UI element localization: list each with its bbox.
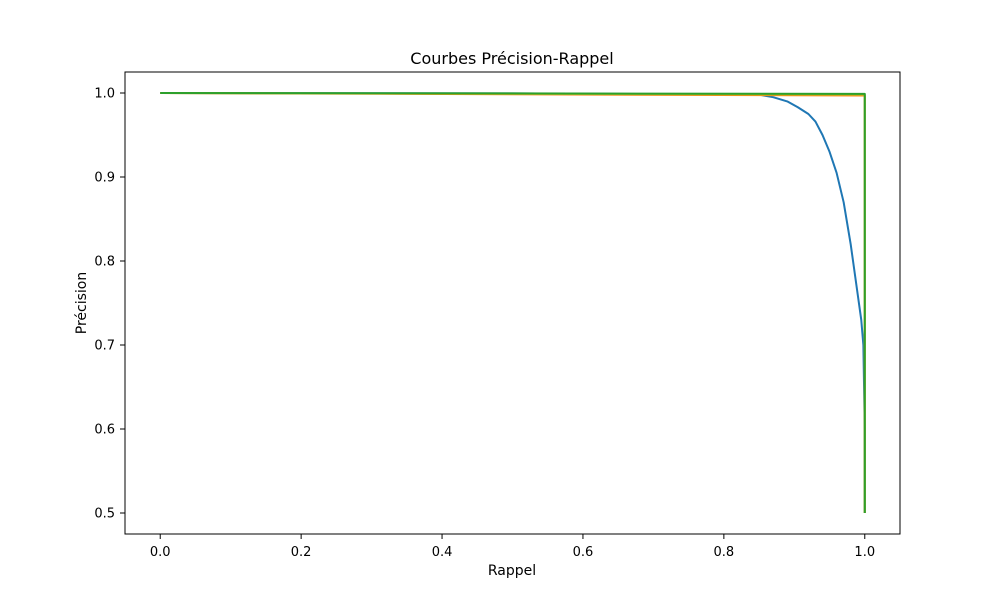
series-line-1 bbox=[160, 92, 866, 513]
x-tick-label: 0.6 bbox=[573, 545, 594, 560]
x-tick-label: 0.2 bbox=[291, 545, 312, 560]
x-axis-ticks: 0.0 0.2 0.4 0.6 0.8 1.0 bbox=[150, 534, 875, 560]
series-layer bbox=[160, 92, 866, 513]
chart-title: Courbes Précision-Rappel bbox=[410, 49, 613, 68]
y-tick-label: 0.8 bbox=[94, 255, 115, 270]
x-axis-label: Rappel bbox=[488, 563, 536, 579]
y-tick-label: 0.9 bbox=[94, 171, 115, 186]
y-tick-label: 0.7 bbox=[94, 339, 115, 354]
series-line-4 bbox=[160, 92, 866, 513]
y-axis-ticks: 0.5 0.6 0.7 0.8 0.9 1.0 bbox=[94, 87, 125, 522]
y-tick-label: 1.0 bbox=[94, 87, 115, 102]
x-tick-label: 0.4 bbox=[432, 545, 453, 560]
series-line-2 bbox=[160, 92, 866, 513]
x-tick-label: 1.0 bbox=[854, 545, 875, 560]
y-axis-label: Précision bbox=[74, 272, 90, 334]
x-tick-label: 0.0 bbox=[150, 545, 171, 560]
plot-frame bbox=[124, 71, 901, 535]
series-line-3 bbox=[160, 92, 866, 513]
x-tick-label: 0.8 bbox=[714, 545, 735, 560]
y-tick-label: 0.6 bbox=[94, 423, 115, 438]
y-tick-label: 0.5 bbox=[94, 507, 115, 522]
